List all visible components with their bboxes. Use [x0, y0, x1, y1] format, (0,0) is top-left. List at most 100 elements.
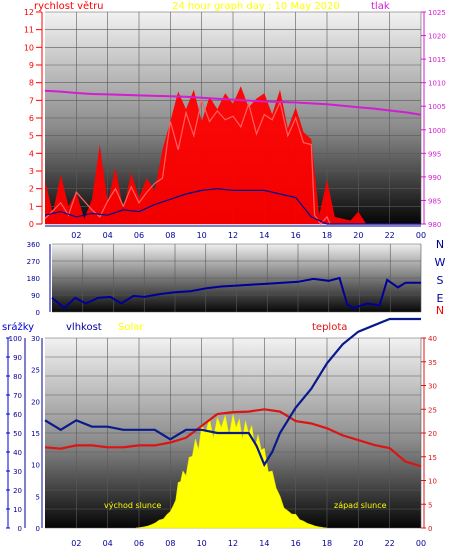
solar-label: Solar	[118, 322, 144, 333]
compass-letter: E	[437, 292, 444, 305]
y-tick-temperature: 35	[428, 359, 437, 367]
y-tick-wind-speed: 10	[24, 43, 34, 52]
x-tick-hour: 06	[134, 231, 144, 240]
x-tick-hour-bottom: 08	[165, 539, 175, 548]
y-tick-wind-speed: 9	[29, 61, 34, 70]
x-tick-hour-bottom: 04	[103, 539, 113, 548]
y-tick-humidity-inner: 0	[36, 525, 40, 533]
sunset-annotation: západ slunce	[334, 501, 387, 510]
y-tick-direction: 0	[36, 309, 40, 317]
x-tick-hour: 08	[165, 231, 175, 240]
y-tick-wind-speed: 11	[24, 26, 34, 35]
y-tick-wind-speed: 3	[29, 167, 34, 176]
x-tick-hour-bottom: 02	[71, 539, 81, 548]
x-tick-hour: 20	[353, 231, 363, 240]
y-tick-humidity-outer: 100	[9, 335, 22, 343]
y-tick-humidity-inner: 15	[31, 430, 40, 438]
y-tick-humidity-outer: 60	[13, 411, 22, 419]
pressure-label: tlak	[371, 1, 390, 12]
y-tick-pressure: 980	[428, 221, 441, 229]
y-tick-temperature: 25	[428, 406, 437, 414]
y-tick-wind-speed: 1	[29, 202, 34, 211]
wind-peak-line	[44, 98, 421, 225]
x-tick-hour: 02	[71, 231, 81, 240]
x-tick-hour-bottom: 10	[197, 539, 207, 548]
humidity-line	[44, 317, 421, 468]
y-tick-wind-speed: 8	[29, 79, 34, 88]
y-tick-wind-speed: 6	[29, 114, 34, 123]
x-tick-hour: 10	[197, 231, 207, 240]
wind-speed-label: rychlost větru	[34, 0, 104, 12]
y-tick-temperature: 15	[428, 454, 437, 462]
pressure-line	[44, 89, 422, 116]
y-tick-humidity-outer: 80	[13, 373, 22, 381]
y-tick-humidity-outer: 30	[13, 468, 22, 476]
x-tick-hour-bottom: 20	[353, 539, 363, 548]
x-tick-hour: 12	[228, 231, 238, 240]
y-tick-humidity-outer: 20	[13, 487, 22, 495]
y-tick-pressure: 1025	[428, 9, 446, 17]
x-tick-hour-bottom: 16	[291, 539, 301, 548]
compass-letter: W	[435, 256, 446, 269]
x-tick-hour-bottom: 22	[385, 539, 395, 548]
y-tick-pressure: 1020	[428, 33, 446, 41]
y-tick-pressure: 990	[428, 174, 441, 182]
x-tick-hour: 18	[322, 231, 332, 240]
x-tick-hour-bottom: 18	[322, 539, 332, 548]
y-tick-wind-speed: 2	[29, 185, 34, 194]
y-tick-humidity-outer: 0	[18, 525, 22, 533]
y-tick-temperature: 0	[428, 525, 432, 533]
temperature-line	[44, 408, 422, 468]
y-tick-temperature: 10	[428, 478, 437, 486]
compass-letter: N	[436, 238, 444, 251]
x-tick-hour-bottom: 00	[416, 539, 426, 548]
x-tick-hour: 04	[103, 231, 113, 240]
y-tick-pressure: 1015	[428, 56, 446, 64]
y-tick-humidity-inner: 5	[36, 493, 40, 501]
x-tick-hour-bottom: 12	[228, 539, 238, 548]
y-tick-humidity-inner: 20	[31, 398, 40, 406]
y-tick-humidity-inner: 30	[31, 335, 40, 343]
y-tick-wind-speed: 0	[29, 220, 34, 229]
y-tick-wind-speed: 7	[29, 96, 34, 105]
y-tick-temperature: 40	[428, 335, 437, 343]
compass-letter: S	[437, 274, 444, 287]
y-tick-humidity-outer: 90	[13, 354, 22, 362]
y-tick-direction: 90	[31, 292, 40, 300]
y-tick-temperature: 5	[428, 501, 432, 509]
y-tick-humidity-outer: 70	[13, 392, 22, 400]
y-tick-temperature: 20	[428, 430, 437, 438]
wind-average-line	[44, 188, 421, 225]
x-tick-hour: 14	[259, 231, 269, 240]
x-tick-hour: 00	[416, 231, 426, 240]
y-tick-pressure: 985	[428, 197, 441, 205]
y-tick-pressure: 1005	[428, 103, 446, 111]
y-tick-humidity-outer: 50	[13, 430, 22, 438]
y-tick-humidity-inner: 25	[31, 367, 40, 375]
temperature-label: teplota	[312, 322, 347, 333]
wind-direction-line	[51, 276, 421, 310]
sunrise-annotation: východ slunce	[104, 501, 161, 510]
y-tick-direction: 360	[27, 241, 40, 249]
y-tick-direction: 180	[27, 275, 40, 283]
y-tick-humidity-outer: 40	[13, 449, 22, 457]
x-tick-hour-bottom: 06	[134, 539, 144, 548]
y-tick-wind-speed: 12	[24, 8, 34, 17]
y-tick-temperature: 30	[428, 383, 437, 391]
wind-gust-area	[45, 86, 421, 224]
y-tick-humidity-outer: 10	[13, 506, 22, 514]
solar-radiation-area	[135, 413, 328, 529]
y-tick-humidity-inner: 10	[31, 462, 40, 470]
precipitation-label: srážky	[2, 321, 34, 333]
y-tick-pressure: 1000	[428, 127, 446, 135]
y-tick-pressure: 1010	[428, 80, 446, 88]
y-tick-wind-speed: 4	[29, 149, 34, 158]
compass-letter: N	[436, 304, 444, 317]
humidity-label: vlhkost	[66, 322, 102, 333]
x-tick-hour: 16	[291, 231, 301, 240]
y-tick-pressure: 995	[428, 150, 441, 158]
y-tick-wind-speed: 5	[29, 132, 34, 141]
chart-title: 24 hour graph day : 10 May 2020	[172, 1, 340, 12]
